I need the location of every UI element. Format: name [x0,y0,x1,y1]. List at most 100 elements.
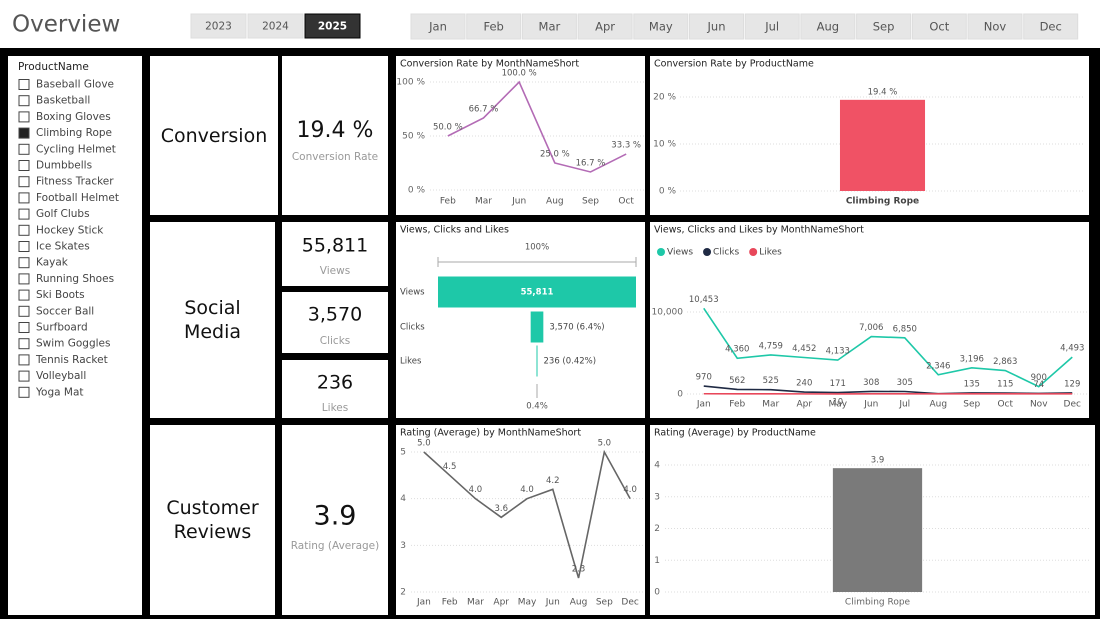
slicer-item[interactable]: Baseball Glove [36,79,114,91]
checkbox[interactable] [18,127,30,139]
checkbox[interactable] [18,354,30,366]
card-panel [282,56,388,215]
slicer-item[interactable]: Golf Clubs [36,208,90,220]
checkbox[interactable] [18,95,30,107]
y-tick-label: 10,000 [652,308,684,318]
data-label: 3.9 [871,456,885,466]
year-button[interactable] [190,13,247,39]
y-tick-label: 2 [400,588,406,598]
y-tick-label: 5 [400,448,406,458]
month-button[interactable] [633,13,689,40]
slicer-item[interactable]: Ski Boots [36,289,85,301]
data-label: 4,452 [792,344,816,354]
x-tick-label: May [828,400,847,410]
slicer-item[interactable]: Soccer Ball [36,305,94,317]
slicer-item[interactable]: Ice Skates [36,241,90,253]
data-label: 240 [796,379,812,389]
month-button[interactable] [856,13,912,40]
slicer-item[interactable]: Football Helmet [36,192,119,204]
year-button[interactable] [247,13,304,39]
slicer-item[interactable]: Hockey Stick [36,224,104,236]
section-label: Social Media [183,297,242,343]
month-button[interactable] [410,13,466,40]
checkbox[interactable] [18,208,30,220]
month-label: May [649,20,673,34]
x-tick-label: Aug [929,400,947,410]
checkbox[interactable] [18,160,30,171]
slicer-item[interactable]: Kayak [36,257,69,269]
y-tick-label: 0 % [408,186,426,196]
x-tick-label: May [518,598,537,608]
slicer-item[interactable]: Climbing Rope [36,127,112,139]
chart-panel [396,425,645,615]
legend-marker [749,248,758,256]
checkbox[interactable] [18,111,30,123]
y-tick-label: 4 [400,494,406,504]
checkbox[interactable] [18,176,30,188]
slicer-item[interactable]: Dumbbells [36,160,92,172]
month-button[interactable] [800,13,856,40]
checkbox[interactable] [18,273,30,285]
data-label: 10 [832,397,843,407]
month-label: Jul [764,20,779,34]
slicer-item[interactable]: Fitness Tracker [36,176,114,188]
slicer-item[interactable]: Tennis Racket [35,354,108,366]
chart-title: Views, Clicks and Likes [400,225,509,236]
year-button[interactable] [304,13,361,39]
data-label: 4.0 [469,485,483,495]
data-label: 4.0 [520,485,534,495]
month-button[interactable] [521,13,577,40]
slicer-item[interactable]: Volleyball [36,370,86,382]
y-tick-label: 0 [654,588,660,598]
checkbox[interactable] [18,79,30,90]
checkbox[interactable] [18,289,30,301]
month-button[interactable] [911,13,967,40]
card-value: 19.4 % [297,118,374,143]
month-button[interactable] [967,13,1023,40]
checkbox[interactable] [18,192,30,204]
x-tick-label: Aug [570,598,588,608]
funnel-bar [536,345,538,377]
month-label: Aug [817,20,839,34]
data-label: 3.6 [494,504,508,514]
checkbox[interactable] [18,386,30,398]
month-button[interactable] [466,13,522,40]
data-label: 236 (0.42%) [544,357,597,367]
checkbox[interactable] [18,322,30,333]
checkbox[interactable] [18,257,30,269]
month-button[interactable] [744,13,800,40]
month-label: Nov [984,20,1007,34]
slicer-item[interactable]: Running Shoes [36,273,114,285]
slicer-item[interactable]: Boxing Gloves [36,111,111,123]
month-button[interactable] [689,13,744,40]
checkbox[interactable] [18,305,30,317]
data-label: 7,006 [859,323,883,333]
year-label: 2023 [205,21,232,33]
x-tick-label: Jun [545,598,560,608]
x-tick-label: Jun [511,197,526,207]
checkbox[interactable] [18,143,30,155]
slicer-item[interactable]: Swim Goggles [36,338,110,350]
category-label: Clicks [400,323,425,333]
x-tick-label: Climbing Rope [846,197,919,207]
y-tick-label: 20 % [653,93,676,103]
x-tick-label: Oct [618,197,634,207]
checkbox[interactable] [18,338,30,350]
slicer-panel [8,56,142,615]
slicer-item[interactable]: Basketball [36,95,90,107]
card-label: Conversion Rate [292,151,378,163]
month-button[interactable] [1023,13,1079,40]
slicer-item[interactable]: Yoga Mat [35,386,84,398]
checkbox[interactable] [18,370,30,382]
checkbox[interactable] [18,241,30,252]
x-tick-label: Nov [1030,400,1048,410]
slicer-item[interactable]: Surfboard [36,322,88,334]
data-label: 50.0 % [433,123,463,133]
card-value: 3,570 [308,304,362,326]
slicer-item[interactable]: Cycling Helmet [36,143,116,155]
checkbox[interactable] [18,224,30,236]
month-label: Jan [428,20,447,34]
x-tick-label: Sep [963,400,980,410]
month-button[interactable] [577,13,633,40]
